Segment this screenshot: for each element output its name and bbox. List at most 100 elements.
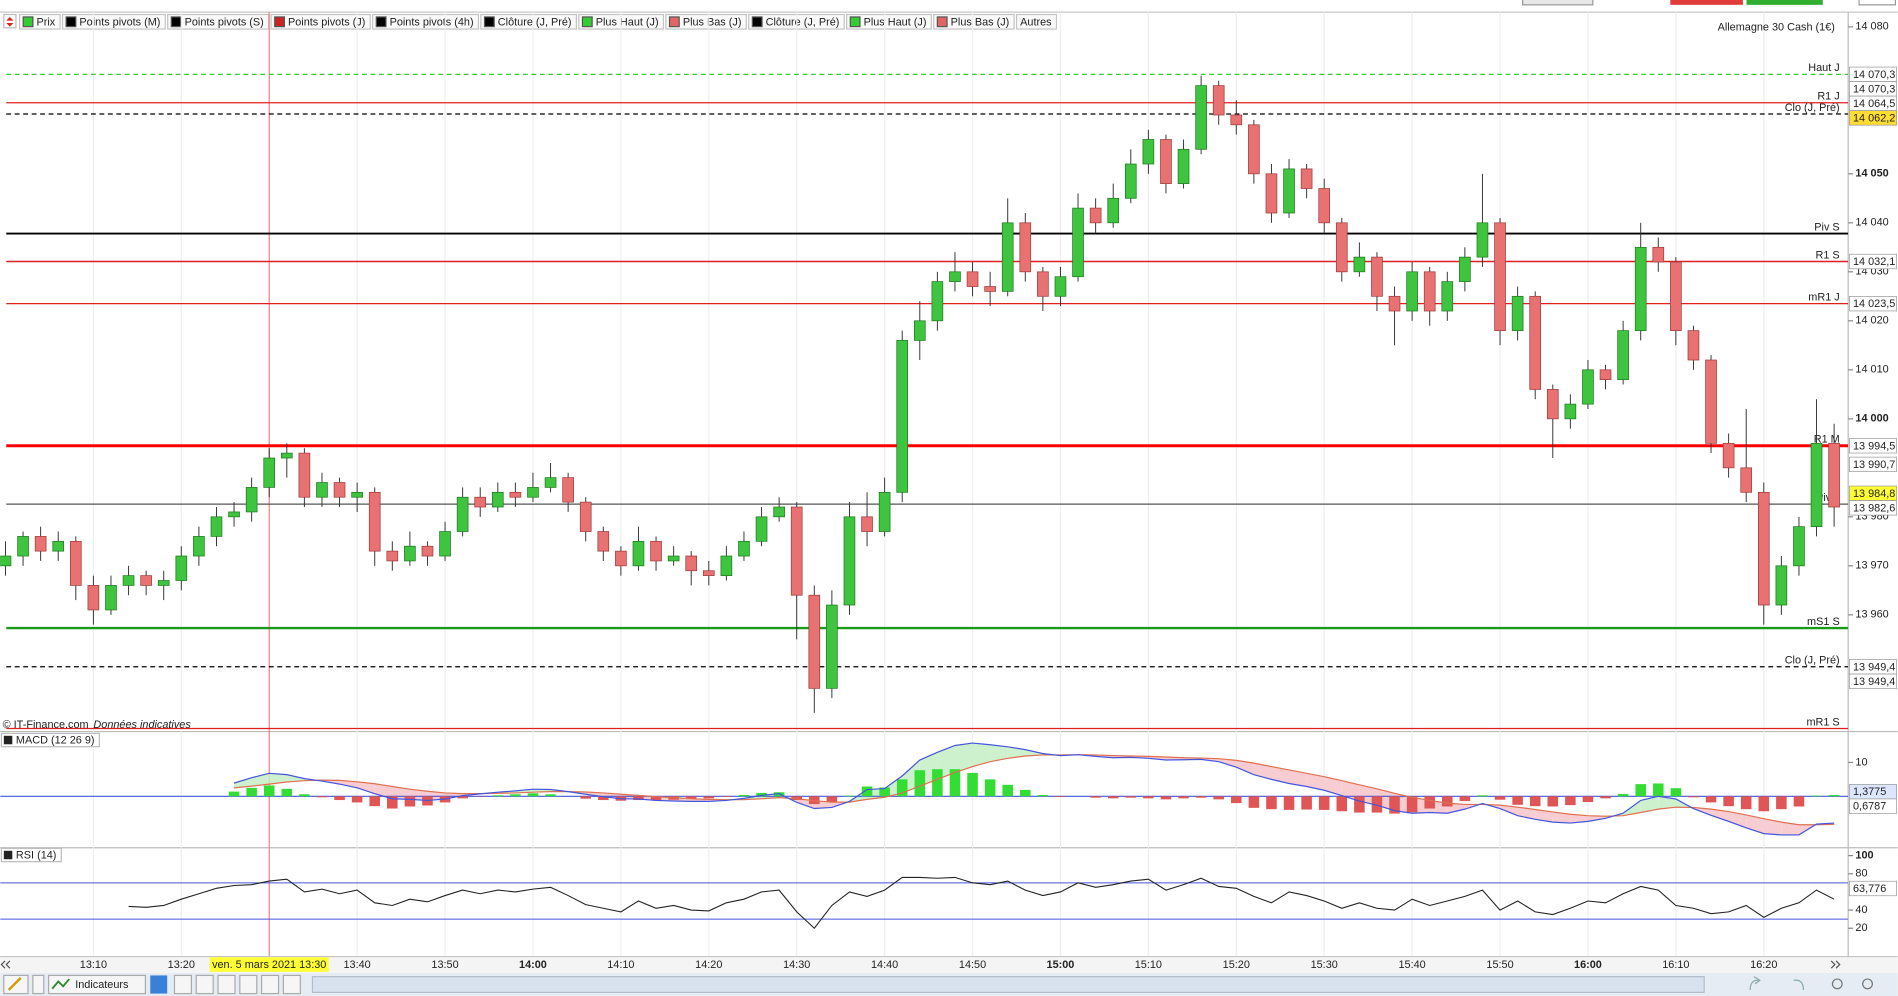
candle-body <box>333 482 346 498</box>
histogram-bar <box>1301 796 1312 810</box>
x-tick-label: ven. 5 mars 2021 13:30 <box>212 959 326 971</box>
histogram-bar <box>1688 796 1699 798</box>
toolbar-item[interactable] <box>270 13 371 30</box>
candle-body <box>1072 207 1084 278</box>
panel-title-swatch <box>3 735 13 745</box>
candle-body <box>1494 222 1506 331</box>
y-tick-label: 13 960 <box>1855 609 1888 621</box>
toolbar-item[interactable] <box>480 13 578 30</box>
buy-button[interactable] <box>1746 0 1823 5</box>
candle-body <box>1248 124 1260 175</box>
dropdown[interactable] <box>32 974 45 995</box>
macd-fill <box>339 780 358 788</box>
x-tick-label: 14:50 <box>959 959 986 971</box>
histogram-bar <box>351 796 363 803</box>
level-label: R1 M <box>1814 434 1840 446</box>
macd-fill <box>234 777 252 788</box>
toolbar-item[interactable] <box>61 13 166 30</box>
histogram-bar <box>1178 796 1189 799</box>
candle-body <box>1828 442 1840 508</box>
candle-body <box>105 585 117 611</box>
histogram-bar <box>1020 789 1031 797</box>
level-label: mR1 J <box>1808 291 1839 303</box>
candle-body <box>1107 197 1120 224</box>
histogram-bar <box>633 796 644 801</box>
candle-body <box>1511 295 1524 331</box>
candle-body <box>878 491 891 532</box>
scroll-left[interactable] <box>0 960 11 969</box>
histogram-bar <box>967 772 978 797</box>
candle-body <box>1634 246 1647 331</box>
histogram-bar <box>1793 796 1805 807</box>
toolbar-label: Plus Bas (J) <box>683 16 742 28</box>
tool-button[interactable] <box>239 974 258 995</box>
candle-body <box>562 477 574 503</box>
candle-body <box>175 555 188 581</box>
price-tag <box>1849 673 1897 689</box>
macd-fill <box>1552 811 1571 824</box>
candle-body <box>1705 359 1717 444</box>
histogram-bar <box>1318 796 1330 810</box>
macd-fill <box>1289 769 1307 787</box>
toolbar-swatch <box>849 16 861 28</box>
histogram-bar <box>246 787 257 797</box>
sell-button[interactable] <box>1670 0 1743 5</box>
redo-button[interactable] <box>1793 979 1805 990</box>
macd-fill <box>269 773 287 785</box>
candle-body <box>544 477 557 488</box>
panel-title: RSI (14) <box>16 849 57 861</box>
price-tag-label: 14 023,5 <box>1853 298 1895 310</box>
candle-body <box>913 320 926 341</box>
scroll-right[interactable] <box>1830 960 1841 969</box>
zoom-in[interactable] <box>1862 978 1873 990</box>
share-button[interactable] <box>150 975 168 994</box>
level-label: mR1 S <box>1806 716 1839 728</box>
header-box <box>1522 0 1594 6</box>
candle-body <box>1019 222 1032 273</box>
undo-button[interactable] <box>1749 976 1761 990</box>
histogram-bar <box>1811 795 1822 797</box>
histogram-bar <box>1723 796 1734 807</box>
histogram-bar <box>1143 796 1154 799</box>
histogram-bar <box>1442 796 1453 807</box>
toolbar-item[interactable] <box>846 13 932 30</box>
candle-body <box>1441 281 1454 312</box>
price-tag <box>1849 456 1897 473</box>
chart-title: Allemagne 30 Cash (1€) <box>1718 22 1835 34</box>
draw-tool-glyph <box>7 976 22 991</box>
candle-body <box>404 545 416 562</box>
macd-fill <box>251 773 270 787</box>
y-tick-label: 14 020 <box>1855 315 1888 327</box>
macd-fill <box>1236 760 1254 775</box>
tool-button[interactable] <box>217 974 236 995</box>
tool-button[interactable] <box>173 974 193 995</box>
histogram-bar <box>1107 796 1119 799</box>
candle-body <box>1195 85 1207 150</box>
macd-fill <box>1587 815 1606 822</box>
toolbar-icon[interactable] <box>3 13 17 29</box>
histogram-bar <box>1828 794 1840 797</box>
size-box[interactable] <box>1858 0 1896 6</box>
candle-body <box>509 491 522 498</box>
tool-button[interactable] <box>260 974 280 995</box>
toolbar-item[interactable] <box>933 13 1015 30</box>
tool-button[interactable] <box>195 974 214 995</box>
macd-plot <box>0 742 1849 836</box>
x-tick-label: 15:50 <box>1486 959 1513 971</box>
histogram-bar <box>1512 796 1523 805</box>
candle-body <box>1617 330 1629 380</box>
draw-tool[interactable] <box>3 974 29 995</box>
toolbar-item[interactable] <box>372 13 480 30</box>
toolbar-item[interactable] <box>665 13 747 30</box>
candle-body <box>808 594 821 689</box>
zoom-out[interactable] <box>1831 978 1843 990</box>
scrollbar[interactable] <box>311 976 1705 993</box>
macd-fill <box>1711 809 1729 822</box>
tool-button[interactable] <box>282 974 301 995</box>
indicators-button[interactable] <box>48 974 147 995</box>
toolbar-item[interactable] <box>1015 13 1058 30</box>
candle-body <box>1546 389 1559 420</box>
y-tick-label: 14 040 <box>1855 217 1888 229</box>
